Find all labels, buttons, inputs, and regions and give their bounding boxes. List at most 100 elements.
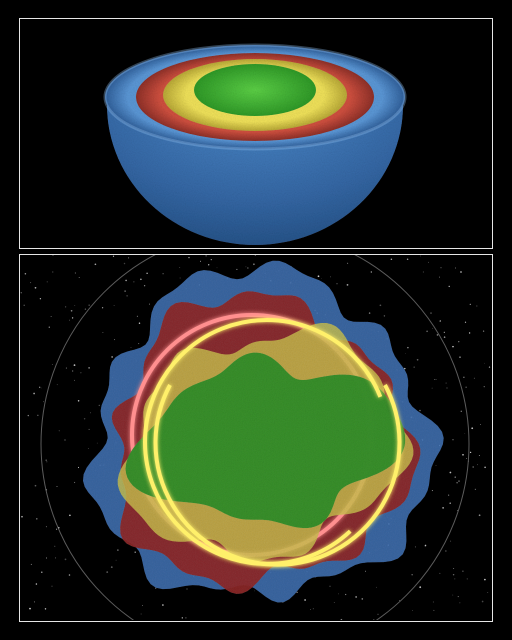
- star: [185, 617, 187, 619]
- star: [483, 362, 485, 364]
- star: [35, 583, 38, 585]
- star: [424, 544, 427, 546]
- star: [115, 559, 117, 561]
- star: [140, 278, 142, 281]
- star: [24, 272, 27, 275]
- star: [41, 571, 43, 574]
- star: [199, 260, 202, 262]
- star: [463, 376, 465, 378]
- star: [296, 591, 298, 594]
- star: [33, 392, 35, 395]
- star: [155, 587, 157, 589]
- star: [48, 326, 50, 328]
- star: [439, 572, 441, 574]
- star: [216, 267, 218, 269]
- star: [436, 334, 439, 336]
- star: [452, 438, 454, 441]
- star: [98, 404, 101, 407]
- star: [50, 316, 52, 317]
- star: [321, 278, 322, 279]
- star: [330, 276, 331, 278]
- star: [449, 502, 451, 504]
- star: [205, 255, 207, 257]
- star: [458, 480, 460, 482]
- star: [83, 418, 86, 420]
- star: [72, 370, 74, 372]
- star: [96, 442, 98, 444]
- star: [73, 364, 76, 366]
- star: [484, 466, 486, 469]
- star: [210, 258, 212, 261]
- star: [377, 613, 379, 615]
- star: [124, 290, 126, 292]
- star: [379, 304, 382, 307]
- star: [133, 281, 135, 283]
- star: [56, 485, 58, 488]
- star: [317, 275, 320, 278]
- star: [52, 271, 54, 273]
- star: [333, 602, 335, 603]
- star: [336, 282, 338, 285]
- star: [64, 439, 66, 441]
- star: [148, 303, 150, 305]
- star: [477, 464, 478, 466]
- star: [88, 367, 90, 369]
- star: [310, 609, 312, 610]
- star: [80, 372, 82, 374]
- star: [390, 258, 393, 261]
- star: [43, 401, 44, 403]
- star: [469, 451, 472, 454]
- hemisphere-illustration: [103, 43, 407, 245]
- star: [481, 600, 484, 603]
- star: [140, 613, 142, 615]
- star: [34, 286, 37, 289]
- star: [123, 262, 126, 265]
- star: [480, 424, 481, 425]
- star: [51, 585, 53, 587]
- star: [466, 578, 468, 580]
- star: [46, 461, 48, 463]
- star: [101, 307, 104, 309]
- star: [21, 515, 23, 518]
- star: [370, 271, 372, 273]
- star: [433, 609, 435, 611]
- star: [90, 412, 91, 414]
- star: [458, 341, 460, 343]
- star: [106, 571, 109, 573]
- star: [37, 414, 39, 416]
- star: [450, 540, 452, 542]
- star: [30, 282, 32, 284]
- star: [420, 255, 421, 257]
- star: [446, 387, 448, 389]
- star: [36, 518, 38, 520]
- star: [375, 586, 377, 588]
- star: [33, 601, 35, 603]
- star: [46, 281, 48, 283]
- star: [413, 366, 415, 368]
- star: [64, 306, 67, 308]
- star: [138, 343, 140, 345]
- star: [56, 384, 58, 386]
- star: [482, 330, 485, 332]
- star: [88, 304, 90, 306]
- star: [55, 557, 57, 559]
- star: [448, 285, 450, 288]
- star: [94, 263, 97, 266]
- layer-green-region: [125, 352, 406, 529]
- star: [179, 277, 181, 279]
- star: [70, 309, 73, 312]
- star: [460, 271, 462, 273]
- star: [364, 570, 366, 572]
- star: [65, 367, 67, 369]
- star: [464, 321, 467, 323]
- star: [247, 267, 249, 269]
- star: [56, 528, 58, 530]
- star: [69, 514, 71, 517]
- star: [406, 258, 409, 261]
- star: [126, 295, 128, 297]
- star: [468, 332, 471, 334]
- star: [452, 573, 455, 576]
- star: [77, 466, 80, 469]
- star: [102, 332, 104, 334]
- layer-green-top: [194, 64, 316, 116]
